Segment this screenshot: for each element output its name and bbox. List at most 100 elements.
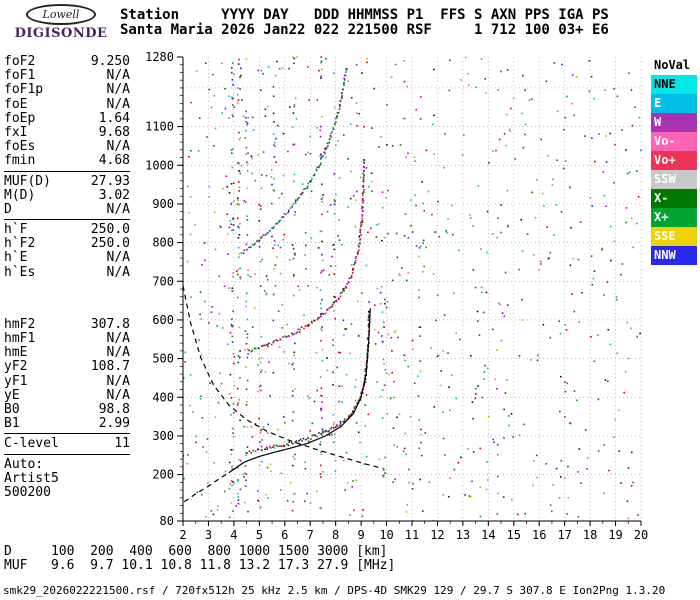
noise-band-dot: [334, 265, 337, 267]
trace-dot: [271, 227, 273, 229]
noise-dot: [433, 153, 435, 155]
noise-band-dot: [333, 433, 336, 436]
noise-dot: [404, 213, 407, 215]
noise-band-dot: [231, 152, 233, 154]
noise-dot: [315, 351, 318, 354]
noise-dot: [229, 220, 231, 222]
noise-dot: [636, 335, 638, 338]
legend-item-nne: NNE: [651, 75, 697, 94]
noise-dot: [380, 136, 382, 138]
trace-dot: [311, 320, 313, 323]
noise-dot: [367, 231, 369, 234]
noise-band-dot: [291, 509, 294, 512]
noise-dot: [403, 117, 405, 120]
noise-dot: [281, 192, 283, 195]
trace-dot: [306, 187, 308, 190]
noise-band-dot: [245, 305, 248, 308]
noise-band-dot: [275, 137, 277, 140]
noise-band-dot: [418, 447, 421, 450]
noise-dot: [569, 186, 571, 189]
noise-dot: [223, 285, 226, 288]
noise-band-dot: [321, 299, 323, 301]
noise-dot: [375, 236, 378, 238]
noise-dot: [503, 437, 505, 439]
noise-dot: [393, 396, 395, 399]
noise-dot: [244, 501, 246, 504]
noise-dot: [606, 281, 609, 283]
noise-band-dot: [230, 183, 233, 185]
trace-dot: [273, 226, 275, 228]
noise-band-dot: [321, 428, 324, 430]
noise-dot: [591, 137, 593, 139]
trace-dot: [285, 336, 288, 338]
trace-dot: [311, 322, 313, 324]
noise-dot: [376, 381, 378, 383]
noise-band-dot: [333, 172, 336, 175]
noise-band-dot: [273, 121, 275, 123]
trace-dot: [248, 450, 251, 452]
param-hme: hmE N/A: [4, 345, 130, 360]
noise-dot: [336, 366, 338, 369]
noise-band-dot: [238, 256, 240, 258]
noise-dot: [205, 451, 208, 453]
param-value: 11: [114, 436, 130, 452]
noise-dot: [626, 321, 628, 324]
noise-dot: [235, 505, 237, 507]
param-label: hmF1: [4, 331, 36, 346]
trace-dot: [345, 69, 348, 71]
noise-dot: [625, 221, 627, 224]
param-label: fxI: [4, 124, 28, 140]
noise-dot: [387, 232, 389, 235]
noise-dot: [486, 461, 488, 463]
trace-dot: [272, 341, 274, 344]
noise-band-dot: [333, 273, 335, 275]
noise-dot: [573, 114, 575, 117]
noise-dot: [257, 364, 259, 366]
noise-dot: [309, 430, 312, 432]
noise-band-dot: [321, 259, 324, 262]
noise-dot: [364, 404, 367, 406]
noise-dot: [370, 227, 372, 230]
trace-dot: [320, 158, 322, 160]
noise-band-dot: [246, 170, 249, 172]
noise-dot: [189, 374, 192, 376]
noise-dot: [361, 72, 363, 74]
noise-dot: [264, 115, 267, 117]
trace-dot: [261, 345, 263, 347]
noise-dot: [332, 414, 335, 416]
noise-band-dot: [231, 148, 234, 150]
noise-dot: [356, 125, 358, 127]
noise-dot: [289, 259, 291, 261]
noise-band-dot: [259, 260, 262, 263]
noise-band-dot: [291, 244, 294, 246]
noise-dot: [282, 416, 285, 418]
noise-dot: [381, 335, 383, 337]
noise-dot: [353, 509, 355, 512]
trace-dot: [362, 179, 365, 181]
noise-dot: [624, 370, 627, 373]
noise-dot: [559, 410, 561, 413]
param-fxi: fxI 9.68: [4, 124, 130, 140]
noise-dot: [298, 289, 301, 291]
noise-dot: [385, 372, 388, 374]
noise-dot: [418, 255, 420, 258]
trace-dot: [282, 216, 285, 218]
noise-band-dot: [239, 419, 241, 422]
noise-dot: [464, 494, 466, 496]
noise-dot: [254, 423, 257, 425]
noise-band-dot: [319, 289, 322, 291]
param-d: D N/A: [4, 202, 130, 217]
noise-band-dot: [231, 67, 233, 69]
noise-dot: [278, 197, 280, 199]
trace-dot: [351, 272, 354, 274]
noise-band-dot: [232, 217, 234, 219]
noise-dot: [268, 361, 270, 363]
noise-dot: [572, 257, 575, 260]
trace-dot: [359, 228, 362, 231]
noise-dot: [383, 469, 385, 471]
trace-dot: [335, 300, 338, 303]
noise-dot: [475, 387, 477, 390]
noise-dot: [262, 72, 264, 75]
trace-dot: [358, 235, 361, 237]
noise-dot: [208, 196, 210, 198]
